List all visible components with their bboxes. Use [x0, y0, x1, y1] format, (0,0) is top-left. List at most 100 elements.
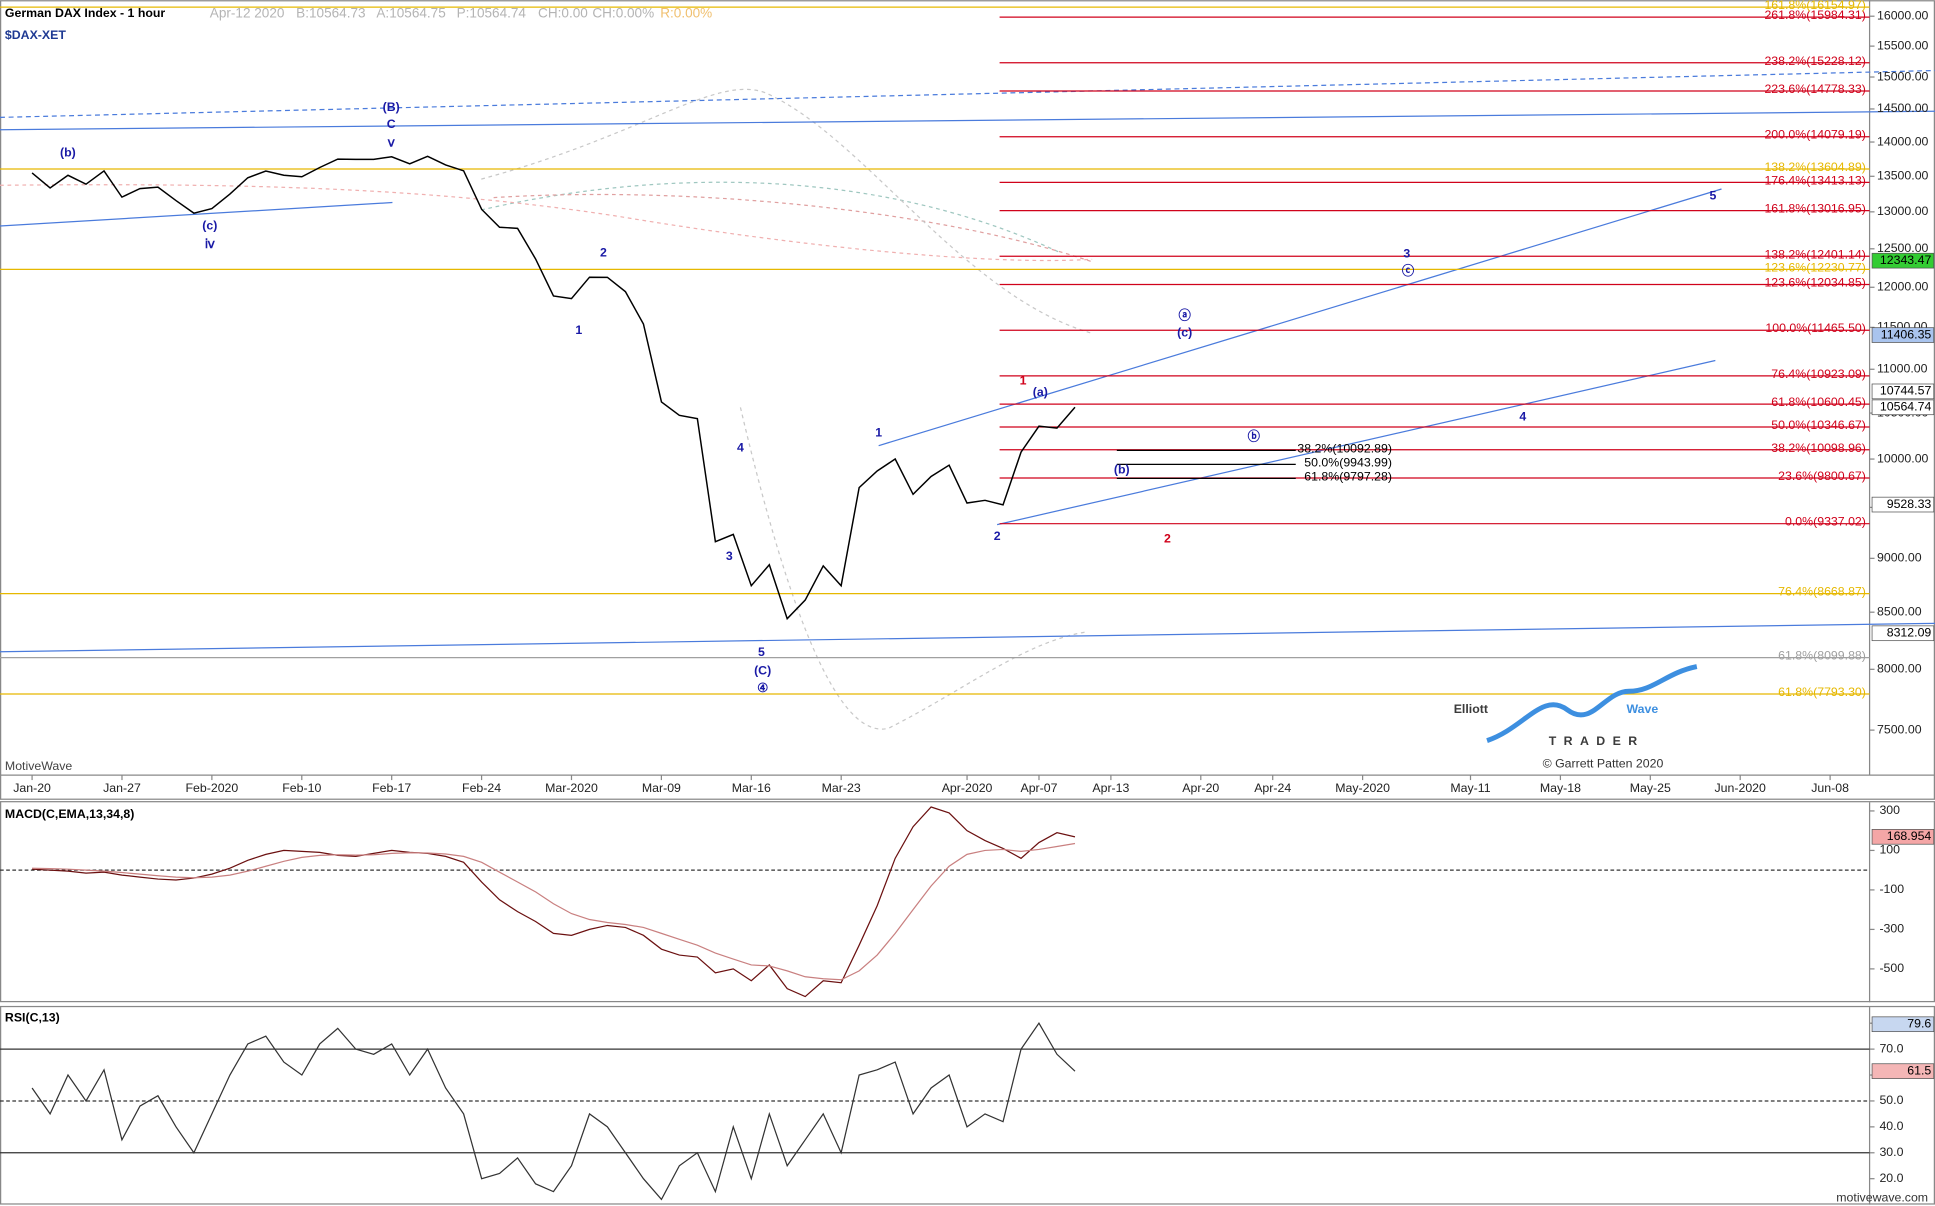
y-tick-label: 100 [1879, 843, 1900, 857]
trend-line [878, 188, 1722, 447]
price-tag [1871, 829, 1935, 845]
trend-line [0, 69, 1935, 119]
fib-level-label: 100.0%(11465.50) [1765, 321, 1866, 335]
logo: Elliott Wave TRADER © Garrett Patten 202… [1454, 664, 1698, 770]
x-tick-label: May-11 [1450, 781, 1490, 795]
trend-line [0, 622, 1935, 653]
x-tick-label: Apr-24 [1254, 781, 1291, 795]
y-tick-label: 8500.00 [1877, 604, 1922, 618]
x-tick-label: Jan-20 [13, 781, 51, 795]
moving-average [0, 184, 1093, 262]
price-tag-label: 8312.09 [1887, 626, 1932, 640]
price-tag [1871, 1063, 1935, 1079]
x-tick-label: Mar-2020 [545, 781, 598, 795]
fib-level-label: 238.2%(15228.12) [1764, 54, 1865, 68]
y-tick-label: 7500.00 [1877, 722, 1922, 736]
x-tick-label: May-2020 [1335, 781, 1390, 795]
fib-level-label: 176.4%(13413.13) [1764, 173, 1865, 187]
price-tag-label: 10564.74 [1880, 400, 1932, 414]
wave-label: ⓒ [1402, 263, 1415, 278]
wave-label: (C) [754, 664, 771, 678]
fib-level-label: 223.6%(14778.33) [1764, 82, 1865, 96]
x-tick-label: Apr-2020 [942, 781, 993, 795]
fib-level-label: 23.6%(9800.67) [1778, 469, 1866, 483]
x-tick-label: Mar-16 [732, 781, 771, 795]
wave-label: 2 [994, 529, 1001, 543]
wave-label: (B) [383, 100, 400, 114]
x-tick-label: Feb-10 [282, 781, 321, 795]
x-tick-label: Jan-27 [103, 781, 141, 795]
y-tick-label: 14500.00 [1877, 101, 1929, 115]
macd-title: MACD(C,EMA,13,34,8) [5, 807, 134, 821]
wave-label: (a) [1033, 385, 1048, 399]
fib-level-label: 161.8%(13016.95) [1764, 202, 1865, 216]
y-tick-label: 40.0 [1879, 1119, 1903, 1133]
watermark: MotiveWave [5, 759, 73, 773]
wave-label: ④ [757, 681, 768, 695]
wave-label: 4 [1519, 410, 1526, 424]
y-tick-label: -500 [1879, 961, 1904, 975]
rsi-line [31, 1022, 1076, 1201]
fib-level-label: 261.8%(15984.31) [1764, 8, 1865, 22]
chart-title: German DAX Index - 1 hour [5, 6, 165, 20]
price-tag [1871, 327, 1935, 343]
x-tick-label: Apr-20 [1182, 781, 1219, 795]
rsi-pane-frame [0, 1005, 1935, 1205]
fib-level-label: 200.0%(14079.19) [1764, 128, 1865, 142]
header-ask: A:10564.75 [376, 5, 445, 20]
price-tag-label: 9528.33 [1887, 497, 1932, 511]
y-tick-label: 70.0 [1879, 1041, 1903, 1055]
trend-line [0, 201, 393, 227]
trend-line [0, 110, 1935, 131]
fib-level-label: 138.2%(13604.89) [1764, 160, 1865, 174]
y-tick-label: 12000.00 [1877, 280, 1929, 294]
x-tick-label: Jun-08 [1811, 781, 1849, 795]
fib-level-label: 123.6%(12034.85) [1764, 276, 1865, 290]
price-tag [1871, 252, 1935, 269]
fib-level-label: 38.2%(10098.96) [1771, 441, 1866, 455]
header-price: P:10564.74 [457, 5, 527, 20]
y-tick-label: 13000.00 [1877, 204, 1929, 218]
x-tick-label: Feb-17 [372, 781, 411, 795]
x-tick-label: Jun-2020 [1714, 781, 1766, 795]
x-tick-label: Feb-24 [462, 781, 501, 795]
header-date: Apr-12 2020 [210, 5, 285, 20]
symbol: $DAX-XET [5, 28, 66, 42]
fib-level-label: 76.4%(8668.87) [1778, 585, 1866, 599]
price-pane-frame [0, 0, 1935, 800]
header-range: R:0.00% [660, 5, 712, 20]
price-tag-label: 168.954 [1887, 829, 1932, 843]
fib-level-label: 61.8%(10600.45) [1771, 395, 1866, 409]
y-tick-label: 8000.00 [1877, 662, 1922, 676]
fib-level-label: 61.8%(9797.28) [1304, 469, 1392, 483]
macd-line [32, 842, 1076, 981]
y-tick-label: 13500.00 [1877, 169, 1929, 183]
price-tag [1871, 496, 1935, 513]
fib-level-label: 0.0%(9337.02) [1785, 515, 1866, 529]
header-change: CH:0.00 [538, 5, 588, 20]
fib-level-label: 161.8%(16154.97) [1764, 0, 1865, 12]
wave-label: 2 [1164, 532, 1171, 546]
fib-level-label: 50.0%(10346.67) [1771, 418, 1866, 432]
fib-level-label: 61.8%(7793.30) [1778, 685, 1866, 699]
wave-label: 5 [758, 645, 765, 659]
wave-label: ⅴ [388, 136, 396, 150]
wave-label: 2 [600, 245, 607, 259]
wave-label: (c) [1177, 326, 1192, 340]
wave-label: ⓐ [1179, 307, 1192, 322]
wave-label: 1 [575, 323, 582, 337]
trend-line [996, 359, 1716, 526]
price-tag-label: 10744.57 [1880, 384, 1932, 398]
y-tick-label: 10000.00 [1877, 451, 1929, 465]
wave-label: ⅳ [205, 237, 215, 251]
y-tick-label: 12500.00 [1877, 241, 1929, 255]
fib-level-label: 76.4%(10923.09) [1771, 367, 1866, 381]
wave-label: 1 [1020, 374, 1027, 388]
wave-label: (b) [1114, 463, 1130, 477]
y-tick-label: 300 [1879, 803, 1900, 817]
trend-lines [0, 69, 1935, 653]
y-tick-label: 11000.00 [1877, 362, 1928, 376]
price-tag-label: 61.5 [1907, 1063, 1931, 1077]
y-tick-label: 30.0 [1879, 1145, 1903, 1159]
